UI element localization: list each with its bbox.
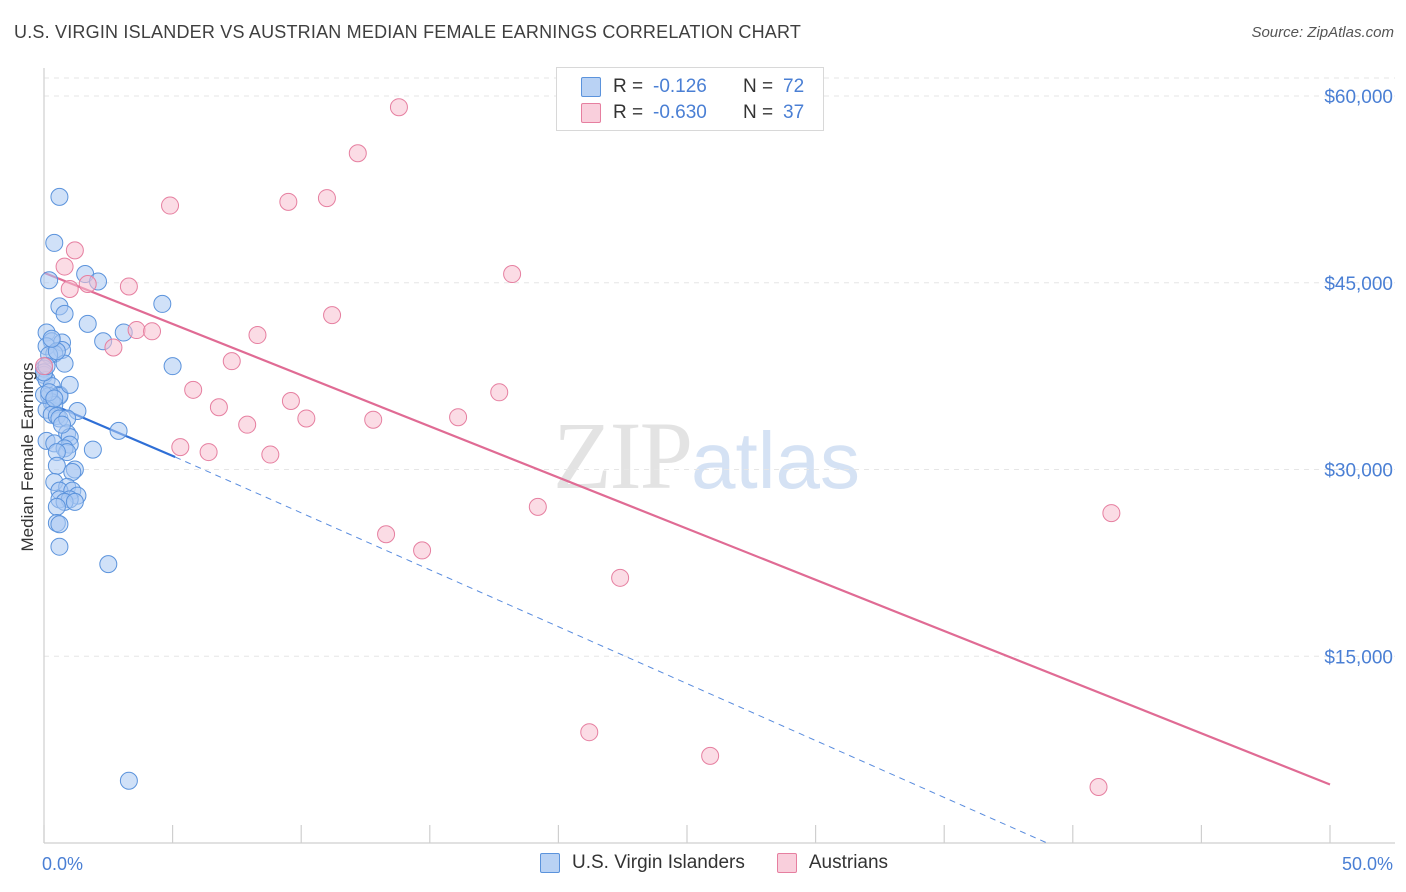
austrian-point	[104, 338, 123, 357]
austrian-point	[279, 192, 298, 211]
legend-swatch-pink	[581, 103, 601, 123]
austrian-point	[611, 568, 630, 587]
austrian-point	[580, 723, 599, 742]
austrian-point	[449, 408, 468, 427]
austrian-point	[238, 415, 257, 434]
virgin-islander-point	[50, 515, 69, 534]
y-tick-label: $45,000	[1324, 274, 1393, 295]
austrian-point	[55, 257, 74, 276]
austrian-point	[503, 265, 522, 284]
austrian-point	[261, 445, 280, 464]
austrian-point	[199, 443, 218, 462]
virgin-islander-point	[40, 271, 59, 290]
legend-r-label: R =	[613, 76, 644, 97]
virgin-islander-point	[45, 233, 64, 252]
virgin-islander-point	[99, 555, 118, 574]
legend-r-value: -0.630	[653, 102, 707, 123]
austrian-point	[377, 525, 396, 544]
legend-r-label: R =	[613, 102, 644, 123]
austrian-point	[171, 438, 190, 457]
virgin-islander-point	[65, 492, 84, 511]
austrian-point	[35, 357, 53, 376]
x-tick-label: 50.0%	[1342, 854, 1393, 874]
trend-line-dashed	[174, 456, 1048, 844]
watermark-zip: ZIP	[553, 402, 693, 509]
virgin-islander-point	[42, 329, 61, 348]
virgin-islander-point	[119, 771, 138, 790]
austrian-point	[389, 98, 408, 117]
austrian-point	[348, 144, 367, 163]
y-tick-label: $30,000	[1324, 461, 1393, 482]
virgin-islander-point	[83, 440, 102, 459]
austrian-point	[1102, 504, 1121, 523]
virgin-islander-point	[47, 456, 66, 475]
virgin-islander-point	[50, 537, 69, 556]
austrian-point	[161, 196, 180, 215]
virgin-islander-point	[78, 314, 97, 333]
chart-title: U.S. VIRGIN ISLANDER VS AUSTRIAN MEDIAN …	[14, 22, 802, 42]
austrian-point	[528, 497, 547, 516]
virgin-islander-point	[53, 415, 72, 434]
austrian-point	[143, 322, 162, 341]
legend-n-label: N =	[743, 102, 774, 123]
austrian-point	[317, 189, 336, 208]
source-credit: Source: ZipAtlas.com	[1251, 24, 1394, 41]
x-tick-label: 0.0%	[42, 854, 83, 874]
virgin-islander-point	[55, 304, 74, 323]
austrian-point	[119, 277, 138, 296]
legend-item-austrians[interactable]: Austrians	[776, 852, 889, 874]
watermark: ZIPatlas	[553, 400, 860, 511]
y-tick-label: $60,000	[1324, 87, 1393, 108]
austrian-point	[297, 409, 316, 428]
y-axis-label: Median Female Earnings	[18, 363, 37, 552]
austrian-point	[413, 541, 432, 560]
austrian-point	[701, 746, 720, 765]
data-points	[35, 98, 1121, 796]
legend-swatch-pink	[776, 853, 797, 873]
virgin-islander-point	[60, 375, 79, 394]
virgin-islander-point	[153, 294, 172, 313]
virgin-islander-point	[163, 357, 182, 376]
austrian-point	[78, 274, 97, 293]
correlation-legend: R = -0.126 N = 72 R = -0.630 N = 37	[556, 67, 824, 131]
virgin-islander-point	[63, 462, 82, 481]
legend-swatch-blue	[581, 77, 601, 97]
y-tick-label: $15,000	[1324, 647, 1393, 668]
austrian-point	[184, 380, 203, 399]
legend-label-austrians: Austrians	[808, 852, 889, 873]
virgin-islander-point	[50, 187, 69, 206]
virgin-islander-point	[45, 389, 64, 408]
austrian-point	[323, 306, 342, 325]
austrian-point	[209, 398, 228, 417]
austrian-point	[65, 241, 84, 260]
grid-lines	[44, 77, 1395, 657]
austrian-point	[490, 383, 509, 402]
legend-row-austrians: R = -0.630 N = 37	[581, 101, 804, 125]
legend-n-label: N =	[743, 76, 774, 97]
austrian-point	[1089, 777, 1108, 796]
austrian-point	[364, 410, 383, 429]
austrian-point	[60, 279, 79, 298]
austrian-point	[222, 352, 241, 371]
legend-label-virgin-islanders: U.S. Virgin Islanders	[572, 852, 745, 873]
trend-line-solid	[43, 271, 1331, 786]
series-legend: U.S. Virgin Islanders Austrians	[540, 852, 920, 874]
legend-item-virgin-islanders[interactable]: U.S. Virgin Islanders	[540, 852, 745, 874]
austrian-point	[281, 392, 300, 411]
virgin-islander-point	[109, 421, 128, 440]
legend-row-virgin-islanders: R = -0.126 N = 72	[581, 75, 804, 99]
watermark-atlas: atlas	[691, 416, 860, 505]
austrian-point	[248, 326, 267, 345]
austrian-point	[127, 321, 146, 340]
tick-labels: $15,000 $30,000 $45,000 $60,000 0.0% 50.0% Med…	[18, 87, 1393, 874]
legend-r-value: -0.126	[653, 76, 707, 97]
virgin-islander-point	[47, 497, 66, 516]
legend-n-value: 72	[783, 76, 805, 97]
axes	[43, 68, 1395, 844]
legend-swatch-blue	[540, 853, 560, 873]
legend-n-value: 37	[783, 102, 805, 123]
